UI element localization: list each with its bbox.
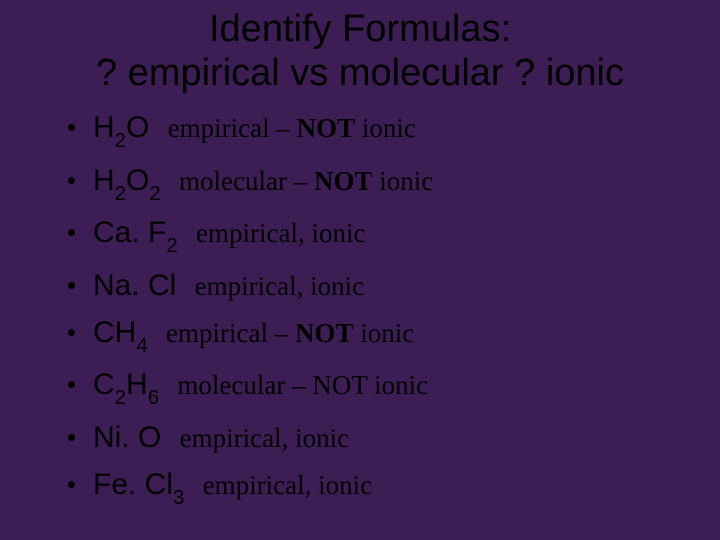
bullet-icon: [68, 434, 75, 441]
bullet-icon: [68, 481, 75, 488]
formula-text: CH4 empirical – NOT ionic: [93, 316, 414, 354]
formula-text: C2H6 molecular – NOT ionic: [93, 368, 428, 406]
formula-text: Na. Cl empirical, ionic: [93, 269, 364, 302]
answer-text: molecular – NOT ionic: [179, 166, 433, 196]
list-item: Ca. F2 empirical, ionic: [68, 216, 696, 254]
title-line-2: ? empirical vs molecular ? ionic: [96, 52, 624, 94]
answer-text: empirical, ionic: [180, 423, 349, 453]
list-item: Ni. O empirical, ionic: [68, 421, 696, 454]
answer-text: empirical – NOT ionic: [168, 113, 416, 143]
list-item: H2O empirical – NOT ionic: [68, 111, 696, 149]
formula-text: Fe. Cl3 empirical, ionic: [93, 468, 372, 506]
answer-text: empirical, ionic: [196, 218, 365, 248]
answer-text: empirical – NOT ionic: [166, 318, 414, 348]
bullet-icon: [68, 124, 75, 131]
list-item: CH4 empirical – NOT ionic: [68, 316, 696, 354]
answer-text: empirical, ionic: [203, 470, 372, 500]
formula-text: Ca. F2 empirical, ionic: [93, 216, 365, 254]
bullet-icon: [68, 282, 75, 289]
answer-text: empirical, ionic: [195, 271, 364, 301]
formula-text: Ni. O empirical, ionic: [93, 421, 349, 454]
formula-text: H2O empirical – NOT ionic: [93, 111, 416, 149]
formula-list: H2O empirical – NOT ionic H2O2 molecular …: [24, 111, 696, 506]
answer-text: molecular – NOT ionic: [177, 370, 428, 400]
bullet-icon: [68, 329, 75, 336]
formula-text: H2O2 molecular – NOT ionic: [93, 164, 433, 202]
bullet-icon: [68, 177, 75, 184]
slide-title: Identify Formulas: ? empirical vs molecu…: [24, 8, 696, 95]
title-line-1: Identify Formulas:: [209, 8, 511, 50]
list-item: Fe. Cl3 empirical, ionic: [68, 468, 696, 506]
list-item: C2H6 molecular – NOT ionic: [68, 368, 696, 406]
list-item: Na. Cl empirical, ionic: [68, 269, 696, 302]
list-item: H2O2 molecular – NOT ionic: [68, 164, 696, 202]
bullet-icon: [68, 381, 75, 388]
bullet-icon: [68, 229, 75, 236]
